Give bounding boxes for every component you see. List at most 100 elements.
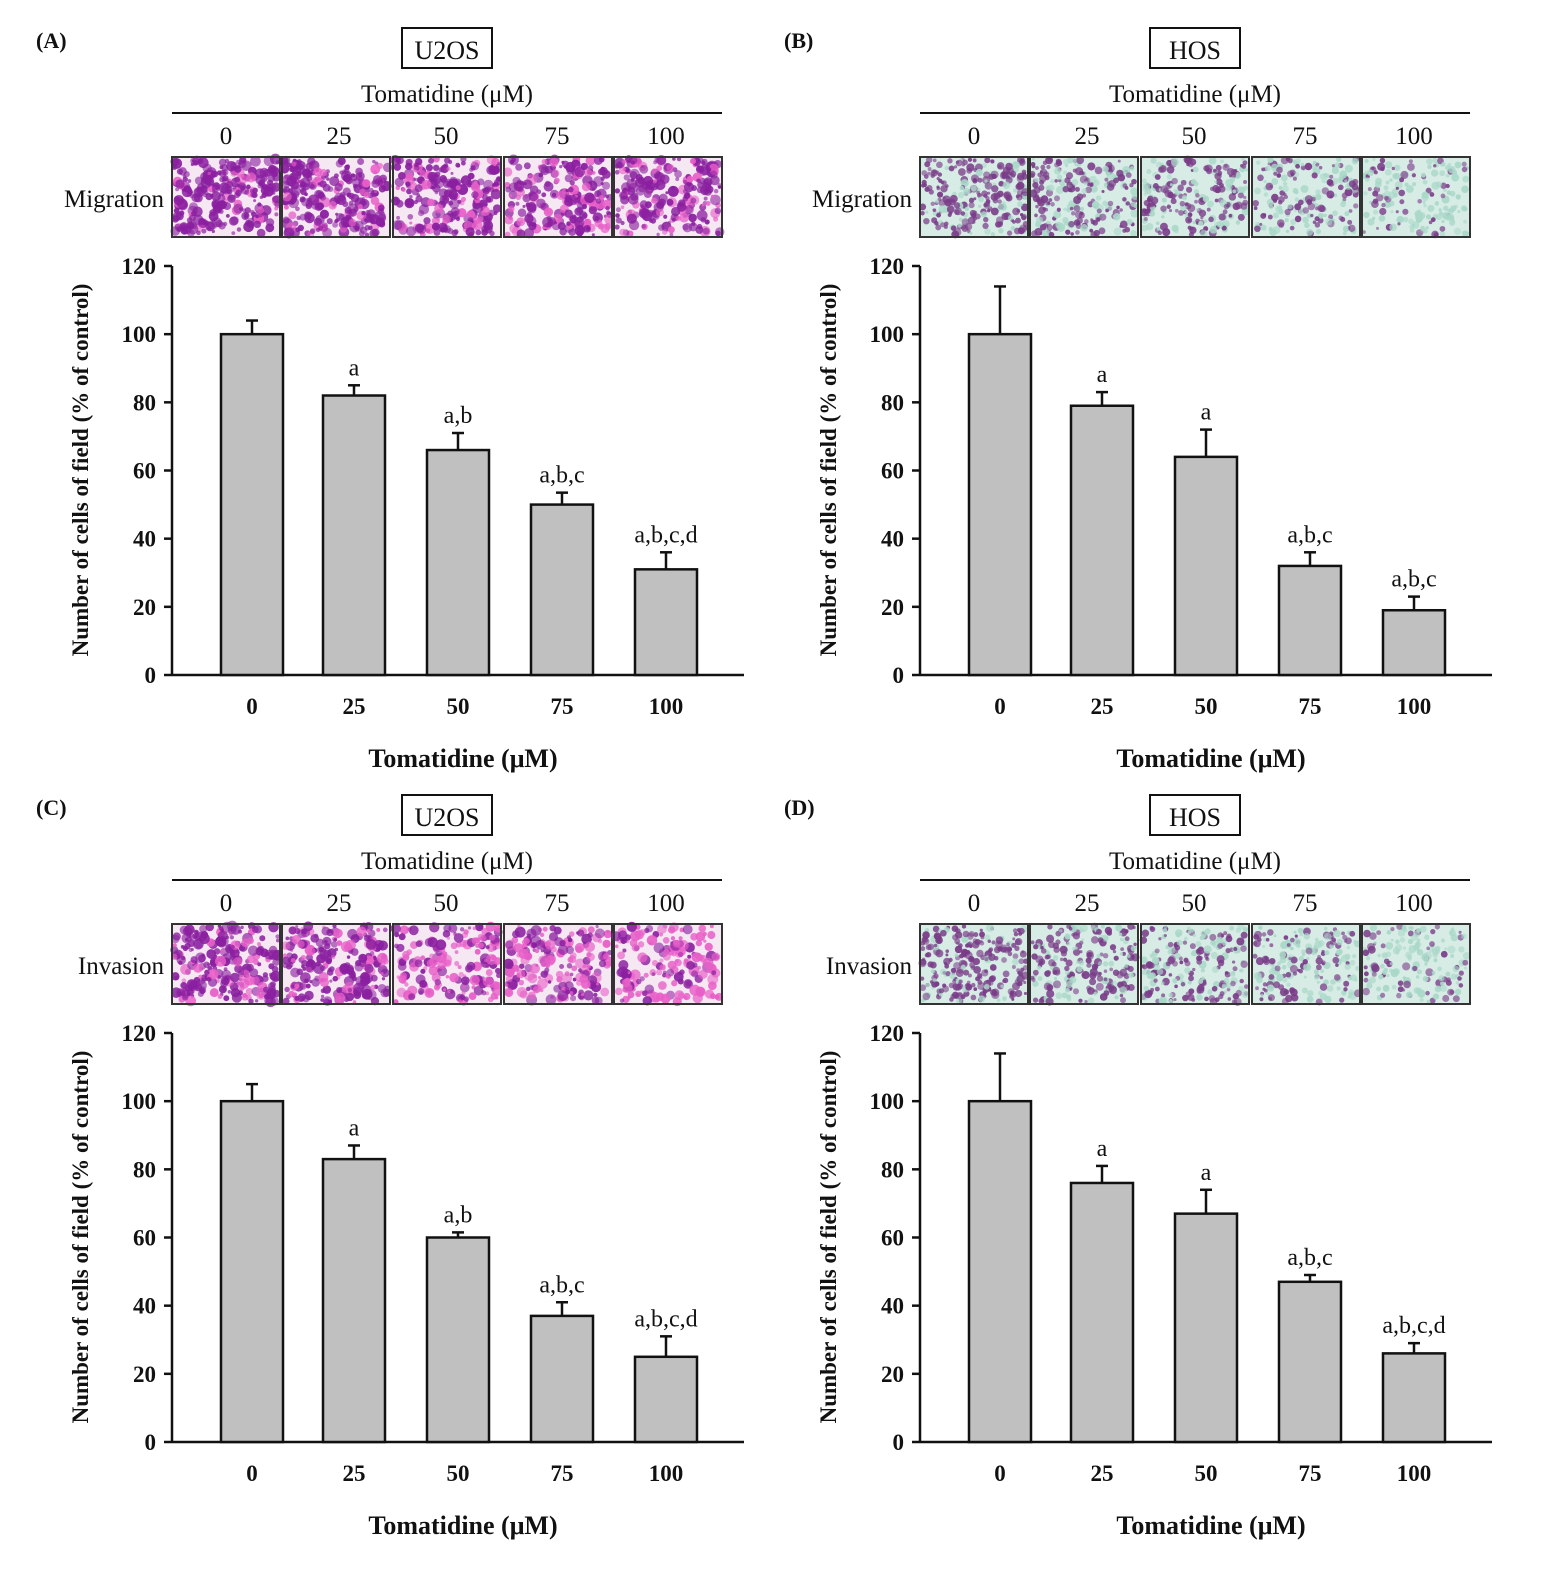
stained-cell [638, 929, 646, 936]
stained-cell [1343, 980, 1350, 987]
stained-cell [1050, 178, 1055, 184]
stained-cell [1342, 231, 1347, 236]
stained-cell [714, 207, 722, 215]
stained-cell [516, 217, 526, 227]
stained-cell [1038, 206, 1046, 215]
stained-cell [1009, 994, 1014, 999]
stained-cell [557, 944, 569, 956]
treatment-title: Tomatidine (μM) [1109, 848, 1281, 875]
stained-cell [949, 198, 956, 206]
stained-cell [320, 998, 324, 1002]
stained-cell [1314, 974, 1320, 980]
treatment-title: Tomatidine (μM) [361, 848, 533, 875]
stained-cell [983, 193, 988, 199]
stained-cell [288, 199, 294, 205]
stained-cell [1326, 985, 1334, 992]
stained-cell [330, 941, 338, 948]
stained-cell [1274, 965, 1281, 972]
stained-cell [1126, 218, 1133, 225]
stained-cell [1426, 999, 1431, 1004]
stained-cell [933, 973, 939, 979]
stained-cell [998, 202, 1008, 211]
stained-cell [524, 182, 528, 186]
stained-cell [406, 188, 412, 195]
stained-cell [927, 943, 935, 951]
stained-cell [218, 169, 227, 178]
stained-cell [973, 197, 977, 201]
stained-cell [1223, 203, 1230, 210]
stained-cell [1303, 932, 1311, 940]
stained-cell [1047, 184, 1055, 192]
stained-cell [540, 949, 544, 953]
stained-cell [1236, 937, 1245, 946]
stained-cell [974, 938, 981, 945]
stained-cell [1020, 203, 1029, 212]
concentration-label: 100 [647, 890, 685, 917]
micrograph-image [1139, 922, 1250, 1006]
stained-cell [1402, 962, 1411, 971]
stained-cell [1157, 230, 1163, 235]
stained-cell [470, 165, 476, 171]
stained-cell [1159, 222, 1168, 231]
stained-cell [1034, 227, 1043, 236]
stained-cell [353, 986, 363, 997]
stained-cell [1432, 993, 1440, 1000]
stained-cell [1314, 222, 1321, 228]
stained-cell [1263, 988, 1268, 993]
stained-cell [1413, 930, 1420, 938]
stained-cell [932, 925, 940, 933]
stained-cell [620, 220, 625, 226]
stained-cell [1371, 971, 1377, 977]
stained-cell [1333, 929, 1341, 938]
stained-cell [206, 976, 212, 982]
stained-cell [1181, 195, 1188, 201]
stained-cell [484, 958, 488, 963]
stained-cell [1063, 207, 1067, 211]
micrograph-frame [281, 923, 391, 1005]
stained-cell [1017, 201, 1023, 208]
x-tick-label: 100 [1397, 1461, 1432, 1486]
stained-cell [313, 217, 323, 227]
stained-cell [1326, 179, 1334, 186]
stained-cell [477, 178, 485, 186]
stained-cell [1405, 991, 1413, 998]
stained-cell [986, 191, 991, 195]
stained-cell [586, 952, 595, 962]
stained-cell [1039, 175, 1047, 183]
stained-cell [1294, 934, 1298, 938]
stained-cell [963, 969, 970, 976]
stained-cell [1294, 215, 1302, 223]
stained-cell [1087, 162, 1096, 171]
stained-cell [170, 987, 182, 998]
stained-cell [1119, 224, 1123, 228]
stained-cell [569, 179, 575, 186]
stained-cell [1397, 222, 1401, 226]
stained-cell [376, 927, 381, 932]
stained-cell [218, 926, 224, 931]
stained-cell [1403, 928, 1408, 933]
stained-cell [638, 207, 650, 219]
stained-cell [1343, 939, 1348, 943]
stained-cell [635, 186, 646, 196]
stained-cell [1301, 949, 1306, 955]
stained-cell [1341, 931, 1345, 936]
stained-cell [1070, 232, 1074, 236]
stained-cell [1096, 953, 1101, 959]
stained-cell [1266, 198, 1274, 207]
stained-cell [1047, 201, 1051, 205]
stained-cell [1184, 202, 1189, 207]
stained-cell [1184, 210, 1188, 214]
stained-cell [524, 970, 535, 981]
stained-cell [996, 998, 1001, 1002]
stained-cell [684, 204, 694, 215]
stained-cell [453, 229, 459, 235]
stained-cell [977, 975, 983, 980]
stained-cell [1230, 169, 1237, 176]
stained-cell [1011, 997, 1015, 1001]
stained-cell [309, 228, 316, 234]
stained-cell [1319, 983, 1328, 991]
stained-cell [561, 973, 572, 984]
stained-cell [1280, 156, 1289, 165]
